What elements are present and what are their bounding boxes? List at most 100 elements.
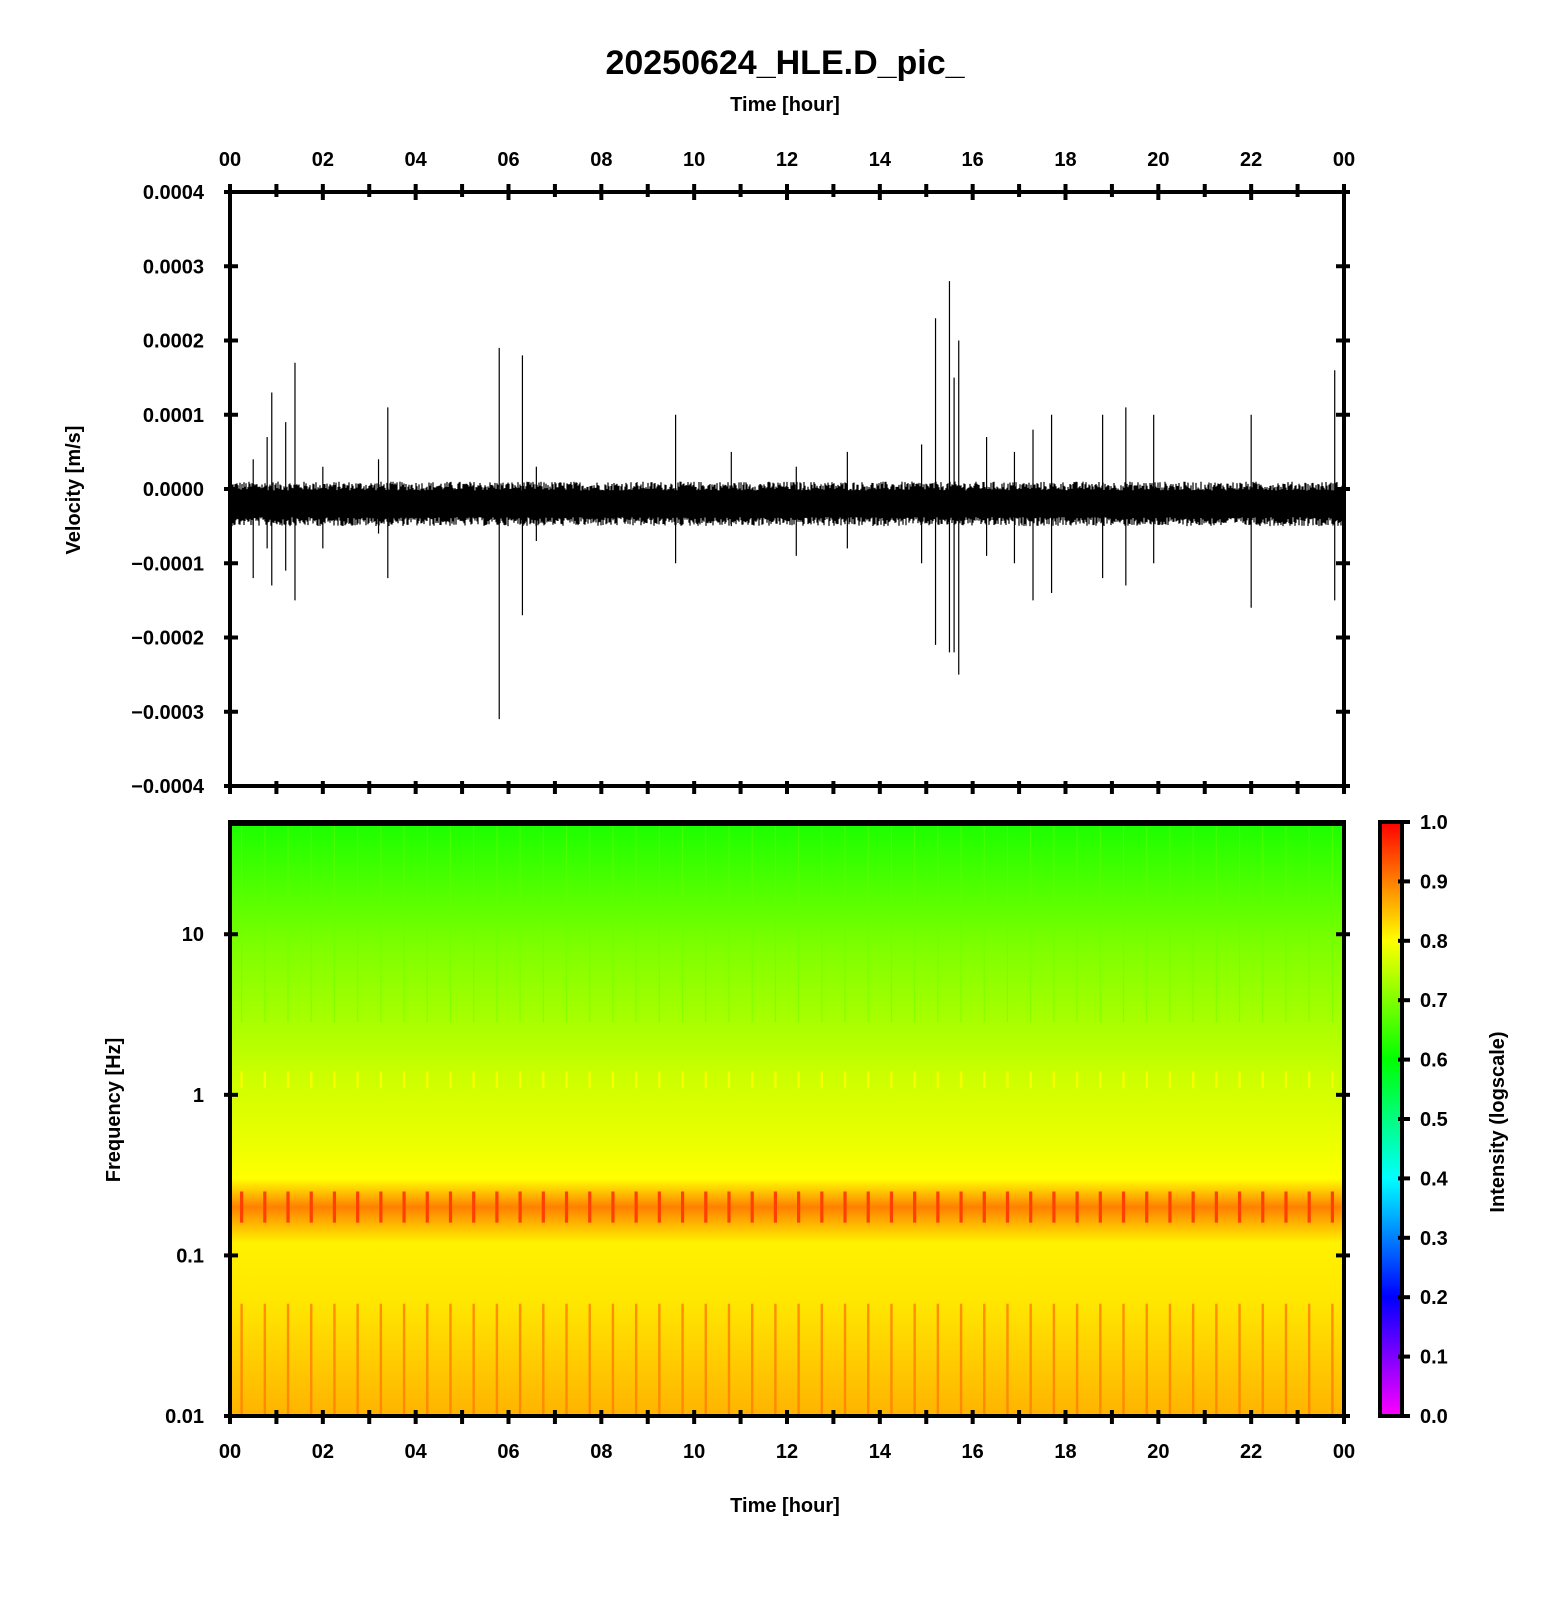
spectrogram-streak-band bbox=[1029, 1191, 1033, 1223]
chart-title: 20250624_HLE.D_pic_ bbox=[605, 44, 965, 82]
spectrogram-streak-high bbox=[357, 826, 359, 1023]
spectrogram-streak-high bbox=[449, 826, 452, 1023]
spectrogram-streak-low bbox=[449, 1303, 452, 1416]
spectrogram-streak-low bbox=[472, 1303, 475, 1416]
colorbar-tick-label: 0.9 bbox=[1420, 871, 1448, 893]
top-x-tick-label: 00 bbox=[219, 149, 241, 171]
spectrogram-streak-band bbox=[1005, 1191, 1010, 1223]
spectrogram-streak-mid bbox=[1284, 1071, 1288, 1089]
colorbar-tick-label: 0.8 bbox=[1420, 931, 1448, 953]
spectrogram-streak-high bbox=[1006, 826, 1009, 1023]
spectrogram-streak-low bbox=[1215, 1303, 1218, 1416]
spectrogram-streak-high bbox=[751, 826, 753, 1023]
spectrogram-streak-mid bbox=[542, 1071, 545, 1089]
spectrogram-streak-low bbox=[727, 1303, 731, 1416]
spectrogram-streak-mid bbox=[843, 1071, 847, 1089]
top-x-tick-label: 12 bbox=[776, 149, 798, 171]
spectrogram-streak-low bbox=[1029, 1303, 1032, 1416]
spectrogram-streak-low bbox=[1122, 1303, 1125, 1416]
waveform-y-tick-label: −0.0001 bbox=[131, 553, 204, 575]
waveform-y-tick-label: −0.0003 bbox=[131, 702, 204, 724]
spectrogram-streak-high bbox=[264, 826, 266, 1023]
waveform-y-tick-label: 0.0003 bbox=[143, 256, 204, 278]
spectrogram-streak-high bbox=[403, 826, 405, 1023]
top-x-tick-label: 10 bbox=[683, 149, 705, 171]
spectrogram-streak-high bbox=[287, 826, 289, 1023]
spectrogram-streak-high bbox=[519, 826, 521, 1023]
spectrogram-streak-mid bbox=[310, 1071, 313, 1089]
spectrogram-streak-band bbox=[843, 1191, 847, 1223]
spectrogram-streak-low bbox=[333, 1303, 336, 1416]
spectrogram-streak-high bbox=[1331, 826, 1333, 1023]
spectrogram-streak-mid bbox=[681, 1071, 684, 1089]
spectrogram-streak-low bbox=[1006, 1303, 1009, 1416]
spectrogram-streak-band bbox=[1284, 1191, 1288, 1223]
spectrogram-streak-high bbox=[589, 826, 591, 1023]
spectrogram-streak-low bbox=[356, 1303, 359, 1416]
spectrogram-streak-band bbox=[286, 1191, 290, 1223]
spectrogram-streak-high bbox=[844, 826, 846, 1023]
colorbar-tick-label: 0.5 bbox=[1420, 1109, 1448, 1131]
spectrogram-streak-low bbox=[983, 1303, 986, 1416]
spectrogram-streak-low bbox=[658, 1303, 661, 1416]
spectrogram-streak-high bbox=[890, 826, 893, 1023]
spectrogram-streak-low bbox=[797, 1303, 800, 1416]
spectrogram-streak-band bbox=[704, 1191, 708, 1223]
spectrogram-streak-high bbox=[1238, 826, 1241, 1023]
spectrogram-streak-high bbox=[542, 826, 544, 1023]
spectrogram-streak-high bbox=[1215, 826, 1217, 1023]
spectrogram-streak-band bbox=[1121, 1191, 1126, 1223]
spectrogram-streak-low bbox=[704, 1303, 707, 1416]
spectrogram-streak-band bbox=[634, 1191, 638, 1223]
spectrogram-streak-low bbox=[286, 1303, 290, 1416]
colorbar-tick-label: 0.6 bbox=[1420, 1050, 1448, 1072]
spectrogram-streak-high bbox=[473, 826, 475, 1023]
spectrogram-streak-low bbox=[913, 1303, 916, 1416]
spectrogram-streak-high bbox=[1146, 826, 1148, 1023]
spectrogram-streak-low bbox=[1238, 1303, 1241, 1416]
spectrogram-streak-high bbox=[1169, 826, 1171, 1023]
spectrogram-streak-band bbox=[959, 1191, 963, 1223]
spectrogram-streak-low bbox=[1075, 1303, 1079, 1416]
spectrogram-streak-band bbox=[1237, 1191, 1242, 1223]
spectrogram-streak-low bbox=[1331, 1303, 1334, 1416]
spectrogram-streak-mid bbox=[704, 1071, 707, 1089]
spectrogram-streak-low bbox=[426, 1303, 429, 1416]
spectrogram-streak-low bbox=[611, 1303, 615, 1416]
spectrogram-streak-mid bbox=[797, 1071, 800, 1089]
spectrogram-streak-low bbox=[565, 1303, 568, 1416]
spectrogram-streak-high bbox=[565, 826, 568, 1023]
spectrogram-streak-band bbox=[982, 1191, 986, 1223]
top-x-tick-label: 16 bbox=[962, 149, 984, 171]
bottom-x-tick-label: 18 bbox=[1054, 1441, 1076, 1463]
waveform-y-tick-label: 0.0004 bbox=[143, 182, 205, 204]
spectrogram-streak-band bbox=[240, 1191, 244, 1223]
spectrogram-streak-band bbox=[1052, 1191, 1056, 1223]
bottom-x-tick-label: 20 bbox=[1147, 1441, 1169, 1463]
spectrogram-streak-band bbox=[448, 1191, 453, 1223]
spectrogram-streak-mid bbox=[1122, 1071, 1125, 1089]
spectrogram-y-tick-label: 0.01 bbox=[165, 1406, 204, 1428]
top-x-axis-label: Time [hour] bbox=[730, 94, 840, 116]
spectrogram-streak-mid bbox=[634, 1071, 638, 1089]
bottom-x-tick-label: 06 bbox=[497, 1441, 519, 1463]
spectrogram-streak-mid bbox=[727, 1071, 731, 1089]
spectrogram-streak-band bbox=[773, 1191, 777, 1223]
spectrogram-streak-band bbox=[1261, 1191, 1265, 1223]
spectrogram-streak-high bbox=[937, 826, 939, 1023]
top-x-tick-label: 22 bbox=[1240, 149, 1262, 171]
spectrogram-streak-mid bbox=[240, 1071, 243, 1089]
spectrogram-streak-band bbox=[518, 1191, 522, 1223]
spectrogram-streak-band bbox=[1168, 1191, 1172, 1223]
top-x-tick-label: 14 bbox=[869, 149, 892, 171]
spectrogram-streak-mid bbox=[820, 1071, 824, 1089]
spectrogram-streak-band bbox=[1191, 1191, 1195, 1223]
spectrogram-streak-low bbox=[634, 1303, 638, 1416]
spectrogram-streak-high bbox=[1053, 826, 1055, 1023]
spectrogram-streak-band bbox=[889, 1191, 894, 1223]
spectrogram-streak-low bbox=[774, 1303, 777, 1416]
spectrogram-streak-low bbox=[820, 1303, 824, 1416]
spectrogram-streak-band bbox=[866, 1191, 870, 1223]
spectrogram-streak-mid bbox=[1331, 1071, 1334, 1089]
spectrogram-streak-low bbox=[867, 1303, 870, 1416]
